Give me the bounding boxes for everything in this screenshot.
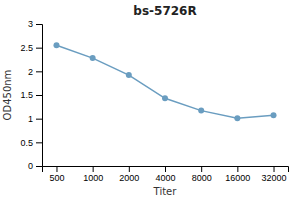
y-tick: 2 bbox=[28, 67, 42, 77]
chart: 500 1000 2000 4000 8000 16000 32000 0 0.5 1 1.5 2 2.… bbox=[0, 0, 300, 200]
y-tick-label: 1 bbox=[28, 114, 33, 124]
y-axis-line bbox=[36, 25, 43, 167]
x-tick: 1000 bbox=[83, 166, 103, 183]
y-tick-label: 0 bbox=[28, 161, 33, 171]
y-tick-label: 3 bbox=[28, 19, 33, 29]
point bbox=[162, 95, 168, 101]
y-tick-mark bbox=[36, 48, 42, 49]
y-axis-title: OD450nm bbox=[2, 70, 13, 121]
point bbox=[126, 72, 132, 78]
y-axis: 0 0.5 1 1.5 2 2.5 3 bbox=[20, 19, 42, 171]
point bbox=[198, 108, 204, 114]
y-tick: 3 bbox=[28, 19, 42, 29]
y-tick-mark bbox=[36, 71, 42, 72]
x-tick-label: 8000 bbox=[192, 173, 212, 183]
marks bbox=[53, 42, 276, 121]
point bbox=[234, 115, 240, 121]
x-axis: 500 1000 2000 4000 8000 16000 32000 bbox=[43, 166, 289, 183]
x-tick: 16000 bbox=[225, 166, 250, 183]
y-tick-label: 2.5 bbox=[20, 43, 33, 53]
y-tick-label: 0.5 bbox=[20, 138, 33, 148]
x-tick-mark bbox=[93, 166, 94, 172]
y-tick: 0 bbox=[28, 161, 42, 171]
plot-area: 500 1000 2000 4000 8000 16000 32000 0 0.5 1 1.5 2 2.… bbox=[20, 19, 288, 183]
y-tick-mark bbox=[36, 142, 42, 143]
x-tick-label: 500 bbox=[49, 173, 64, 183]
y-tick-mark bbox=[36, 95, 42, 96]
y-tick-label: 1.5 bbox=[20, 90, 33, 100]
y-tick-mark bbox=[36, 166, 42, 167]
point bbox=[90, 55, 96, 61]
x-axis-line bbox=[43, 167, 289, 173]
x-tick-mark bbox=[165, 166, 166, 172]
x-tick-mark bbox=[274, 166, 275, 172]
x-tick-mark bbox=[56, 166, 57, 172]
point bbox=[271, 112, 277, 118]
title: bs-5726R bbox=[133, 4, 196, 18]
y-tick-mark bbox=[36, 24, 42, 25]
x-tick-label: 1000 bbox=[83, 173, 103, 183]
x-tick: 500 bbox=[49, 166, 64, 183]
y-tick: 1 bbox=[28, 114, 42, 124]
x-tick-mark bbox=[237, 166, 238, 172]
x-axis-title: Titer bbox=[153, 186, 178, 197]
x-tick-label: 16000 bbox=[225, 173, 250, 183]
y-tick-mark bbox=[36, 119, 42, 120]
x-tick: 4000 bbox=[155, 166, 175, 183]
x-tick: 8000 bbox=[192, 166, 212, 183]
y-tick-label: 2 bbox=[28, 67, 33, 77]
x-tick-label: 2000 bbox=[119, 173, 139, 183]
x-tick-mark bbox=[201, 166, 202, 172]
line bbox=[56, 45, 273, 118]
y-tick: 1.5 bbox=[20, 90, 42, 100]
x-tick: 32000 bbox=[262, 166, 287, 183]
y-tick: 2.5 bbox=[20, 43, 42, 53]
point bbox=[53, 42, 59, 48]
x-tick-label: 32000 bbox=[262, 173, 287, 183]
y-tick: 0.5 bbox=[20, 138, 42, 148]
x-tick-mark bbox=[129, 166, 130, 172]
x-tick-label: 4000 bbox=[155, 173, 175, 183]
x-tick: 2000 bbox=[119, 166, 139, 183]
